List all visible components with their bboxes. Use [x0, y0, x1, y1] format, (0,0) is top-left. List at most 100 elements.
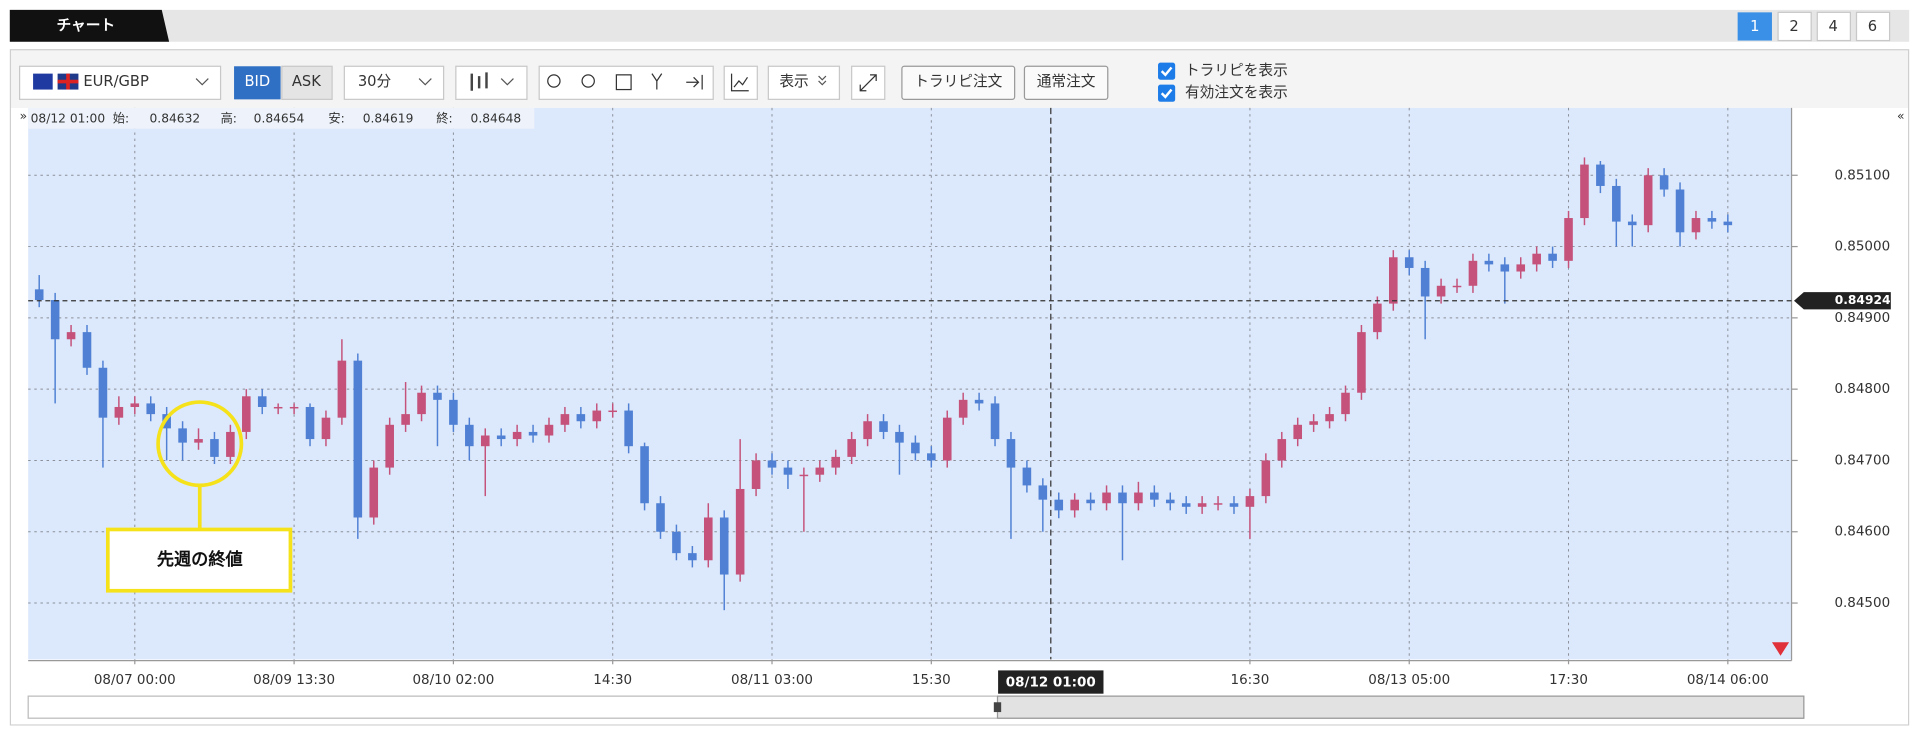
normal-order: 通常注文	[1037, 73, 1096, 90]
candle-body	[1500, 264, 1510, 272]
candle-body	[465, 424, 474, 447]
scroll-thumb[interactable]	[996, 695, 1805, 719]
page-label: 1	[1750, 18, 1759, 35]
scroll-handle[interactable]	[993, 702, 1002, 713]
candle-body	[1643, 175, 1653, 226]
collapse-left[interactable]: »	[20, 109, 27, 123]
candle-body	[1118, 492, 1127, 504]
candle-body	[1229, 503, 1239, 507]
page-button[interactable]	[1737, 12, 1772, 41]
candle-body	[656, 503, 665, 532]
chevron	[500, 78, 514, 86]
checkbox[interactable]	[1158, 62, 1176, 80]
normal-order-button[interactable]	[1023, 65, 1109, 100]
candle-body	[1070, 499, 1079, 511]
indicator-icon	[730, 73, 749, 92]
y-tick-label: 0.84900	[1834, 310, 1890, 326]
bid-button[interactable]	[234, 66, 281, 100]
page-label: 4	[1829, 18, 1838, 35]
y-tick-label: 0.84800	[1834, 381, 1890, 397]
x-tick-label: 08/13 05:00	[1368, 672, 1450, 688]
current-price-tag	[1794, 292, 1891, 310]
checkbox-label: トラリピを表示	[1185, 62, 1288, 79]
y-lock-icon[interactable]	[651, 73, 663, 90]
candle-body	[958, 399, 968, 418]
tab-title: チャート	[56, 17, 115, 34]
alert-marker	[1771, 642, 1790, 656]
zoom-in-icon[interactable]	[547, 74, 561, 88]
fit-icon[interactable]	[615, 74, 632, 91]
candle-body	[321, 417, 331, 440]
candle-body	[242, 396, 251, 432]
candle-body	[1038, 485, 1048, 500]
candle-body	[50, 300, 60, 340]
candle-body	[98, 367, 108, 418]
candle-body	[783, 467, 793, 475]
y-tick-label: 0.84600	[1834, 524, 1890, 540]
candle-body	[496, 435, 506, 440]
candle-body	[1564, 218, 1573, 261]
expand-icon	[859, 74, 877, 92]
candle-body	[624, 410, 633, 447]
candle-body	[1213, 503, 1223, 505]
checkbox[interactable]	[1158, 84, 1176, 102]
tab[interactable]	[9, 9, 170, 42]
info-label: 高:	[221, 110, 237, 125]
candle-body	[719, 517, 729, 575]
candle-body	[1134, 492, 1143, 504]
x-tick-label: 16:30	[1231, 672, 1270, 688]
candle-body	[433, 392, 442, 400]
plot	[28, 107, 1792, 660]
x-tick-label: 08/11 03:00	[731, 672, 813, 688]
zoom-out-icon[interactable]	[581, 74, 595, 88]
zoom-tools[interactable]	[538, 65, 714, 100]
callout-box	[105, 527, 293, 593]
candle-body	[560, 414, 570, 425]
symbol: EUR/GBP	[83, 73, 149, 90]
plot-area	[28, 107, 1792, 660]
candle-body	[1627, 221, 1637, 226]
page-button[interactable]	[1816, 11, 1851, 42]
symbol-select[interactable]	[18, 65, 222, 100]
candle-body	[353, 360, 363, 518]
candle-body	[704, 517, 713, 561]
scroll-end-icon[interactable]	[686, 74, 703, 90]
candle-body	[895, 431, 904, 443]
candle-body	[1532, 253, 1541, 265]
candle-body	[1054, 499, 1064, 511]
chart-type-select[interactable]	[455, 65, 528, 100]
candle-icon	[470, 72, 488, 91]
chevron	[818, 75, 827, 86]
candle-body	[688, 553, 697, 561]
trap-order-button[interactable]	[901, 65, 1016, 100]
candle-body	[194, 439, 203, 443]
candle-body	[1596, 164, 1605, 186]
candle-body	[942, 417, 952, 461]
candle-body	[369, 467, 379, 518]
display: 表示	[779, 73, 808, 90]
candle-body	[1468, 260, 1478, 286]
candle-body	[927, 453, 936, 461]
info-bar	[28, 107, 535, 129]
crosshair-tag	[998, 670, 1104, 694]
candle-body	[1723, 221, 1733, 226]
candle-body	[1309, 421, 1318, 425]
candle-body	[1181, 503, 1191, 507]
collapse-right[interactable]: «	[1897, 109, 1905, 123]
candle-body	[226, 431, 235, 457]
display-select[interactable]	[767, 65, 841, 100]
x-tick-label: 15:30	[912, 672, 951, 688]
candle-body	[337, 360, 347, 418]
candle-body	[512, 431, 522, 440]
page-button[interactable]	[1777, 11, 1812, 42]
page-button[interactable]	[1855, 11, 1891, 42]
y-tick-label: 0.85100	[1834, 167, 1890, 183]
candle-body	[528, 431, 538, 436]
ask-button[interactable]	[281, 65, 333, 100]
candle-body	[1420, 267, 1430, 297]
x-tick-label: 08/10 02:00	[412, 672, 494, 688]
candle-body	[1691, 218, 1701, 233]
candle-body	[640, 446, 649, 504]
candle-body	[672, 531, 681, 554]
candle-body	[1102, 492, 1111, 504]
